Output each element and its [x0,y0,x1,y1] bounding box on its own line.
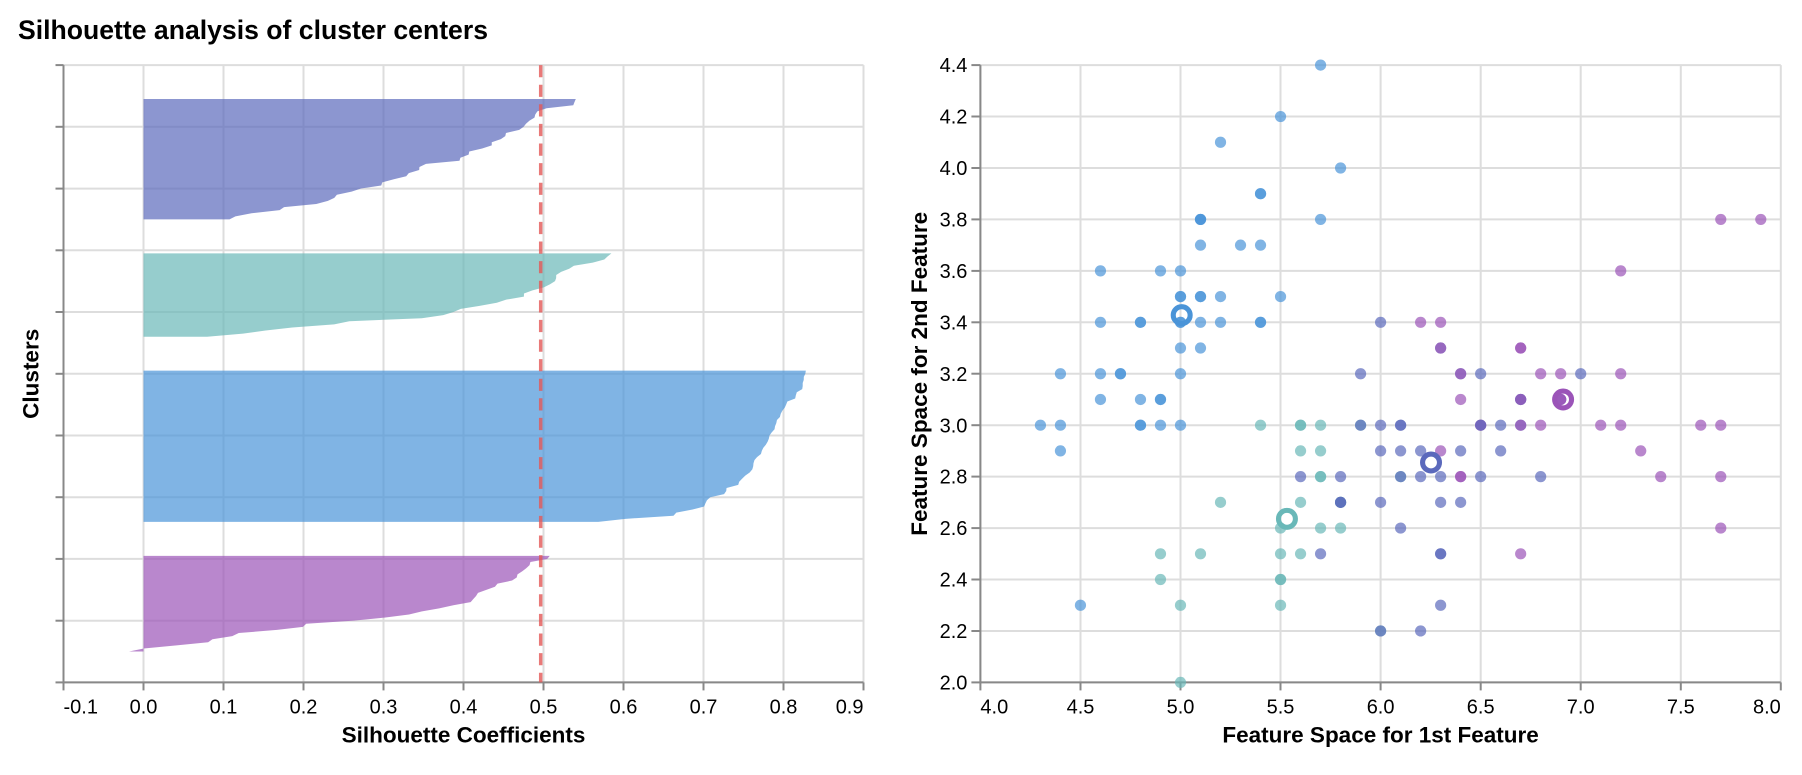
svg-text:0.7: 0.7 [690,696,718,718]
svg-text:4.2: 4.2 [940,107,968,129]
svg-text:4.0: 4.0 [940,158,968,180]
svg-text:2.4: 2.4 [940,570,968,592]
svg-text:4.5: 4.5 [1067,696,1095,718]
svg-text:2.0: 2.0 [940,673,968,695]
svg-text:7.5: 7.5 [1667,696,1695,718]
svg-text:3.6: 3.6 [940,261,968,283]
svg-text:3.2: 3.2 [940,364,968,386]
svg-text:Feature Space for 1st Feature: Feature Space for 1st Feature [1222,723,1538,748]
svg-text:0.5: 0.5 [530,696,558,718]
svg-text:2.8: 2.8 [940,467,968,489]
svg-text:2.2: 2.2 [940,621,968,643]
svg-text:6.0: 6.0 [1367,696,1395,718]
svg-text:0.2: 0.2 [290,696,318,718]
svg-text:4.4: 4.4 [940,55,968,77]
svg-text:0.1: 0.1 [210,696,238,718]
svg-text:Silhouette analysis of cluster: Silhouette analysis of cluster centers [18,15,488,45]
svg-text:6.5: 6.5 [1467,696,1495,718]
svg-text:3.4: 3.4 [940,312,968,334]
svg-text:0.3: 0.3 [370,696,398,718]
svg-text:Silhouette Coefficients: Silhouette Coefficients [342,723,586,748]
svg-text:8.0: 8.0 [1753,696,1781,718]
svg-text:-0.1: -0.1 [64,696,98,718]
svg-text:7.0: 7.0 [1567,696,1595,718]
svg-text:2.6: 2.6 [940,518,968,540]
svg-text:Feature Space for 2nd Feature: Feature Space for 2nd Feature [907,212,932,536]
svg-text:0.0: 0.0 [130,696,158,718]
svg-text:5.0: 5.0 [1167,696,1195,718]
svg-text:Clusters: Clusters [19,329,44,419]
svg-text:4.0: 4.0 [980,696,1008,718]
svg-text:0.6: 0.6 [610,696,638,718]
svg-text:0.9: 0.9 [836,696,864,718]
svg-text:0.4: 0.4 [450,696,478,718]
svg-text:0.8: 0.8 [770,696,798,718]
svg-text:5.5: 5.5 [1267,696,1295,718]
svg-text:3.8: 3.8 [940,210,968,232]
svg-text:3.0: 3.0 [940,415,968,437]
